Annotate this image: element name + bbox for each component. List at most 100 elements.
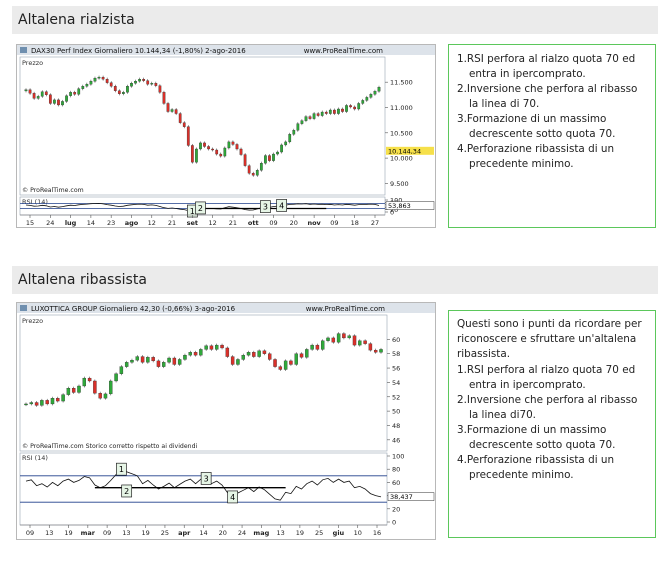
luxottica-chart: LUXOTTICA GROUP Giornaliero 42,30 (-0,66…: [16, 302, 436, 540]
dax-marker-box: [195, 201, 206, 215]
lux-candle: [373, 349, 378, 353]
lux-marker-2: 2: [121, 484, 133, 498]
lux-x-tick-label: apr: [178, 529, 191, 537]
dax-candle: [77, 88, 81, 95]
lux-candle: [310, 344, 314, 350]
lux-marker-label: 2: [124, 487, 129, 496]
lux-price-tick-label: 56: [392, 365, 400, 373]
lux-x-tick-label: 25: [161, 529, 169, 537]
lux-marker-box: [121, 484, 133, 498]
lux-header-site: www.ProRealTime.com: [306, 305, 385, 313]
dax-candle: [178, 113, 182, 123]
lux-candle: [56, 398, 60, 402]
dax-candle: [215, 149, 219, 155]
lux-rsi-last-label: 38,437: [390, 493, 413, 501]
lux-marker-label: 1: [119, 465, 124, 474]
dax-candle: [235, 144, 239, 150]
lux-candle: [257, 350, 261, 357]
lux-rsi-last-box: [387, 492, 435, 501]
lux-header-title: LUXOTTICA GROUP Giornaliero 42,30 (-0,66…: [31, 305, 236, 313]
lux-candle: [363, 340, 367, 344]
lux-candle: [109, 380, 113, 395]
dax-candle: [353, 106, 357, 110]
dax-candle: [349, 105, 352, 108]
dax-price-panel: [19, 56, 386, 196]
dax-candle: [203, 142, 206, 147]
dax-candle: [255, 170, 259, 176]
lux-candle: [342, 333, 346, 339]
lux-candle: [204, 345, 208, 350]
dax-candle: [24, 89, 28, 92]
dax-candle: [373, 91, 377, 95]
dax-candle: [89, 81, 93, 85]
dax-candle: [369, 94, 373, 98]
dax-marker-box: [260, 200, 271, 213]
dax-last-price-label: 10.144,34: [388, 147, 421, 155]
lux-candle: [177, 359, 182, 365]
lux-rsi-tick-label: 0: [392, 519, 396, 527]
dax-marker-4: 4: [276, 199, 287, 212]
lux-marker-box: [227, 490, 238, 504]
dax-candle: [134, 81, 137, 84]
dax-candle: [259, 163, 263, 171]
lux-candle: [34, 402, 39, 406]
lux-marker-1: 1: [116, 462, 127, 476]
dax-candle: [199, 142, 202, 150]
lux-price-label: Prezzo: [22, 317, 43, 325]
dax-svg: DAX30 Perf Index Giornaliero 10.144,34 (…: [17, 45, 435, 227]
dax-marker-label: 1: [190, 207, 195, 216]
dax-candle: [357, 103, 361, 110]
dax-x-tick-label: nov: [307, 219, 321, 227]
lux-candle: [29, 402, 34, 405]
dax-candle: [316, 113, 320, 116]
lux-candle: [273, 359, 277, 367]
lux-candle: [98, 393, 102, 399]
lux-x-tick-label: 14: [199, 529, 207, 537]
dax-price-tick-label: 10.000: [390, 155, 413, 163]
dax-candle: [40, 91, 44, 97]
dax-marker-label: 4: [279, 201, 284, 210]
dax-x-tick-label: lug: [65, 219, 77, 227]
lux-candle: [124, 362, 129, 367]
dax-marker-3: 3: [260, 200, 271, 213]
lux-rsi-tick-label: 100: [392, 453, 404, 461]
lux-x-tick-label: mag: [253, 529, 269, 537]
lux-x-tick-label: mar: [81, 529, 96, 537]
dax-candle: [328, 109, 332, 114]
dax-candle: [276, 151, 279, 155]
dax-x-tick-label: 21: [229, 219, 237, 227]
dax-x-tick-label: 23: [107, 219, 115, 227]
bullish-note-4: 4.Perforazione ribassista di un preceden…: [457, 143, 615, 170]
lux-candle: [103, 393, 108, 399]
dax-candle: [308, 116, 312, 119]
lux-marker-box: [116, 462, 127, 476]
dax-marker-box: [276, 199, 287, 212]
lux-marker-4: 4: [227, 490, 238, 504]
dax-candle: [300, 120, 304, 124]
dax-candle: [264, 155, 267, 164]
lux-header-bar: [17, 303, 435, 313]
dax-candle: [365, 97, 369, 101]
lux-x-tick-label: 16: [373, 529, 381, 537]
dax-candle: [93, 77, 97, 82]
dax-x-tick-label: 27: [371, 219, 379, 227]
dax-candle: [105, 78, 109, 83]
dax-candle: [227, 141, 231, 149]
dax-candle: [304, 116, 308, 121]
dax-candle: [251, 173, 255, 176]
lux-candle: [246, 352, 251, 356]
lux-price-tick-label: 52: [392, 393, 400, 401]
lux-x-tick-label: 13: [122, 529, 130, 537]
section-title-bullish: Altalena rialzista: [12, 6, 658, 34]
lux-price-tick-label: 58: [392, 350, 400, 358]
dax-candle: [341, 108, 344, 112]
dax-x-tick-label: 09: [269, 219, 277, 227]
dax-candle: [284, 141, 288, 146]
dax-candle: [150, 83, 154, 85]
lux-rsi-tick-label: 60: [392, 479, 400, 487]
lux-rsi-label: RSI (14): [22, 454, 48, 462]
lux-rsi-tick-label: 20: [392, 505, 400, 513]
dax-candle: [324, 111, 328, 114]
dax-price-tick-label: 11.000: [390, 104, 413, 112]
dax-candle: [154, 83, 158, 86]
